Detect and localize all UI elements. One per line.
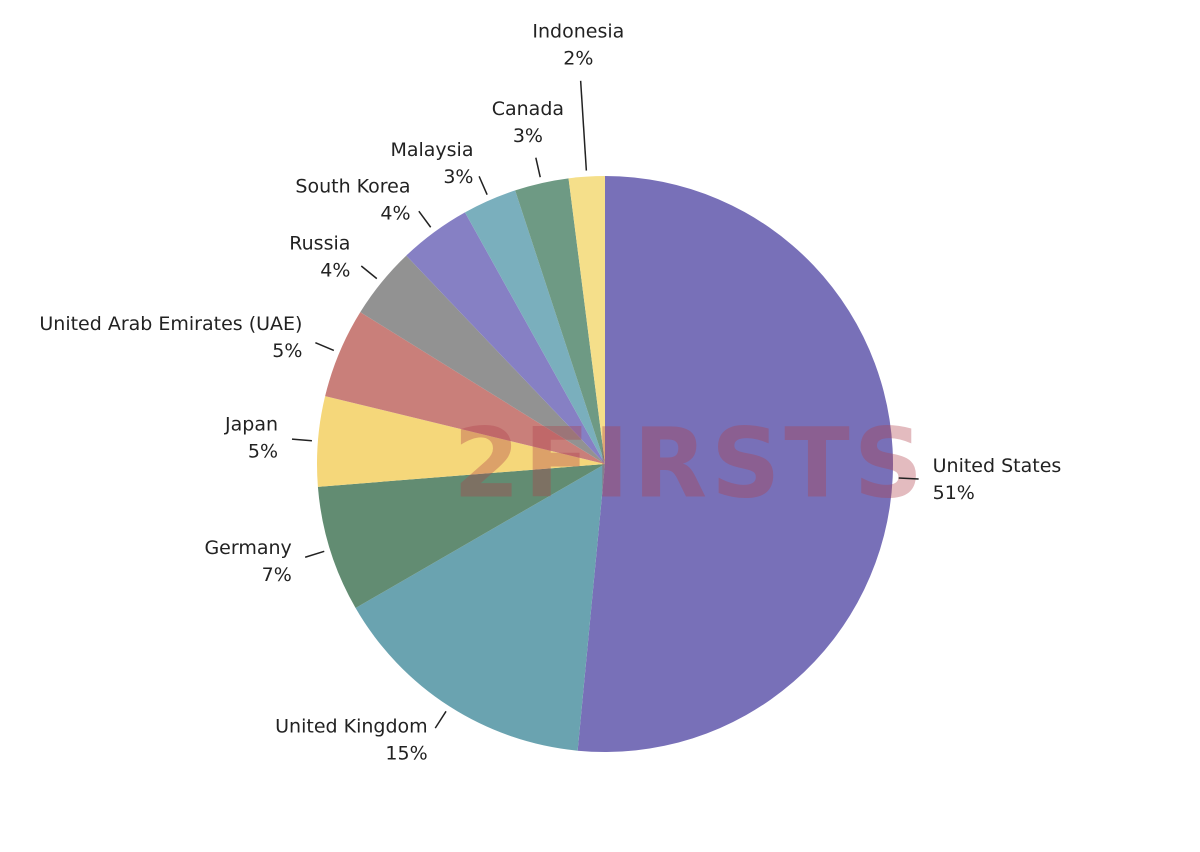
value-label: 4% <box>320 260 350 282</box>
value-label: 5% <box>272 340 302 362</box>
value-label: 4% <box>380 202 410 224</box>
value-label: 51% <box>933 482 975 504</box>
leader-line <box>315 341 335 352</box>
pie-slice <box>515 178 605 464</box>
leader-line <box>418 210 432 228</box>
pie-slice <box>360 255 605 464</box>
value-label: 3% <box>513 125 543 147</box>
leader-line <box>535 157 541 178</box>
slice-label: Malaysia <box>390 139 473 161</box>
slice-label: South Korea <box>295 175 410 197</box>
pie-slice <box>325 312 605 464</box>
slice-label: Canada <box>492 98 564 120</box>
pie-slice <box>317 464 605 608</box>
slice-label: Germany <box>204 537 291 559</box>
leader-line <box>579 80 588 171</box>
pie-slice <box>568 176 605 464</box>
leader-line <box>898 477 919 480</box>
leader-line <box>304 550 325 558</box>
pie-slice <box>317 396 605 487</box>
slice-label: Indonesia <box>532 20 624 42</box>
value-label: 7% <box>262 564 292 586</box>
slice-label: Japan <box>224 414 278 436</box>
value-label: 15% <box>385 742 427 764</box>
value-label: 2% <box>563 47 593 69</box>
pie-slice <box>577 176 893 752</box>
slice-label: United Arab Emirates (UAE) <box>39 313 302 335</box>
value-label: 3% <box>443 166 473 188</box>
leader-line <box>291 438 312 442</box>
leader-line <box>478 176 488 195</box>
leader-line <box>434 710 447 729</box>
value-label: 5% <box>248 441 278 463</box>
leader-line <box>360 265 378 280</box>
slice-label: United States <box>933 455 1062 477</box>
watermark: 2FIRSTS <box>453 407 927 519</box>
pie-slice <box>406 212 605 464</box>
pie-slice <box>464 190 605 464</box>
pie-slice <box>355 464 605 751</box>
slice-label: United Kingdom <box>275 715 428 737</box>
slice-label: Russia <box>289 233 350 255</box>
